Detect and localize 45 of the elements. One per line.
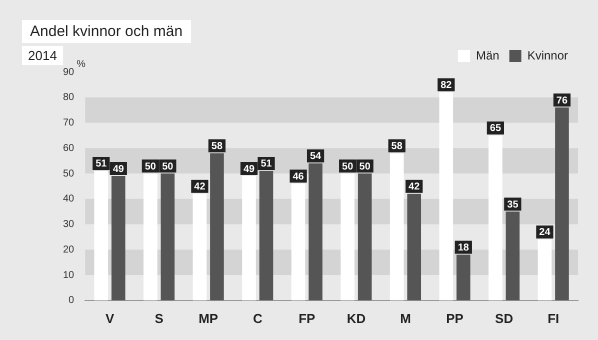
data-label: 49 (243, 164, 256, 175)
data-label: 50 (342, 161, 354, 172)
data-label: 82 (440, 80, 452, 92)
y-tick-label: 70 (63, 118, 75, 129)
y-tick-label: 10 (63, 270, 75, 281)
chart-title: Andel kvinnor och män (22, 20, 191, 43)
x-tick-label: SD (495, 310, 514, 326)
legend-label: Män (476, 48, 500, 62)
data-label: 42 (194, 182, 206, 193)
y-tick-label: 80 (63, 92, 75, 104)
x-tick-label: FP (298, 310, 316, 326)
data-label: 51 (260, 158, 272, 170)
data-label: 46 (292, 171, 304, 182)
data-label: 76 (556, 95, 568, 106)
y-tick-label: 50 (63, 168, 75, 180)
y-tick-label: 90 (63, 66, 75, 78)
x-tick-label: PP (446, 310, 464, 326)
legend-label: Kvinnor (527, 48, 568, 62)
data-label: 49 (112, 164, 124, 175)
y-tick-label: 30 (63, 219, 75, 230)
x-tick-label: V (105, 310, 114, 326)
data-label: 18 (458, 242, 470, 254)
data-label: 50 (144, 161, 156, 172)
data-label: 50 (162, 161, 174, 172)
y-tick-label: 60 (63, 142, 75, 154)
data-label: 35 (507, 199, 519, 210)
data-label: 42 (408, 182, 420, 193)
y-tick-label: 40 (63, 194, 75, 205)
y-axis-title: % (76, 58, 86, 70)
y-tick-label: 20 (63, 244, 75, 256)
data-label: 58 (211, 140, 223, 152)
data-label: 24 (539, 227, 551, 238)
x-tick-label: MP (198, 310, 218, 326)
y-tick-label: 0 (68, 295, 75, 306)
data-label: 65 (490, 123, 502, 134)
x-tick-label: S (154, 310, 164, 326)
data-label: 54 (310, 151, 322, 162)
x-tick-label: FI (548, 310, 560, 326)
data-label: 50 (359, 161, 371, 172)
x-tick-label: M (400, 310, 411, 326)
data-label: 51 (96, 158, 108, 170)
data-label: 58 (391, 140, 403, 152)
x-tick-label: KD (346, 310, 366, 326)
chart-subtitle: 2014 (22, 46, 63, 65)
x-tick-label: C (252, 310, 263, 326)
